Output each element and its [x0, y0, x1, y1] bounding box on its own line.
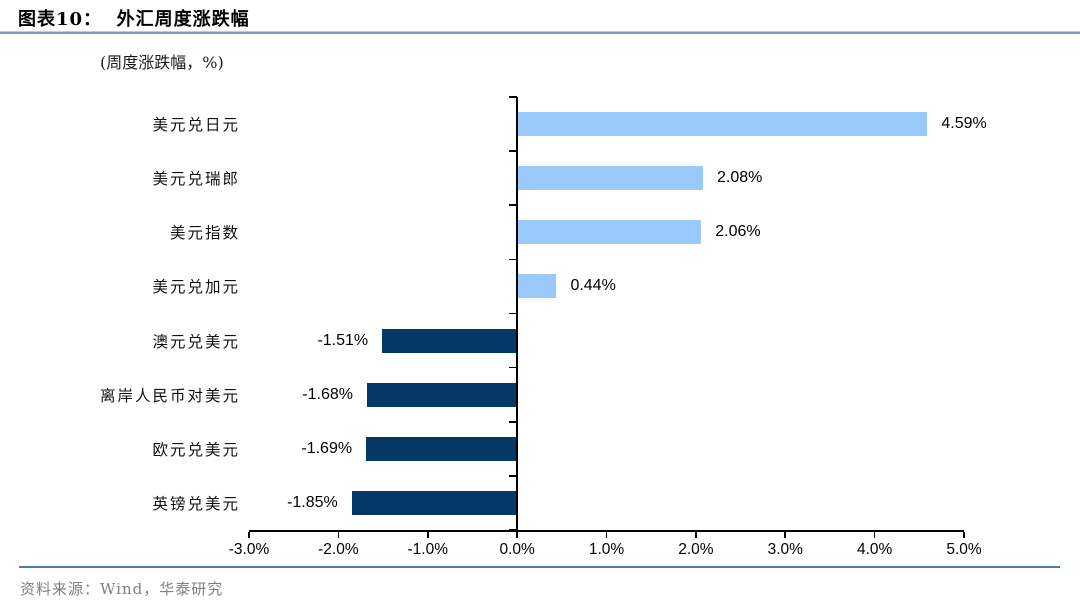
footer-divider — [19, 566, 1060, 568]
category-label: 美元兑加元 — [152, 278, 240, 297]
x-axis-tick — [873, 531, 876, 538]
x-axis-tick — [695, 531, 697, 538]
value-label: 2.06% — [715, 223, 761, 241]
x-axis-tick — [248, 531, 250, 538]
x-axis-tick-label: 5.0% — [946, 541, 982, 558]
value-label: -1.85% — [287, 493, 338, 511]
value-label: 2.08% — [717, 169, 763, 187]
x-axis-line — [249, 530, 964, 532]
y-axis-tick — [509, 312, 518, 315]
axis-unit-label: (周度涨跌幅，%) — [100, 53, 224, 72]
x-axis-tick-label: 1.0% — [588, 541, 625, 558]
category-label: 美元兑日元 — [152, 116, 240, 135]
figure-title: 图表10： 外汇周度涨跌幅 — [18, 9, 250, 30]
y-axis-tick — [509, 366, 518, 369]
x-axis-tick — [337, 531, 340, 538]
y-axis-tick — [509, 150, 518, 152]
x-axis-tick-label: 2.0% — [678, 541, 714, 558]
value-label: -1.51% — [317, 331, 369, 349]
bar — [517, 274, 557, 299]
category-label: 离岸人民币对美元 — [99, 386, 240, 405]
y-axis-tick — [509, 420, 518, 423]
x-axis-tick-label: -3.0% — [228, 541, 270, 558]
x-axis-tick — [963, 531, 965, 538]
y-axis-tick — [509, 529, 518, 531]
y-axis-tick — [509, 204, 518, 207]
category-label: 美元指数 — [169, 224, 240, 243]
x-axis-tick-label: -1.0% — [407, 541, 449, 558]
x-axis-tick-label: -2.0% — [318, 541, 359, 558]
category-label: 英镑兑美元 — [152, 494, 240, 513]
category-label: 澳元兑美元 — [152, 332, 240, 351]
category-label: 欧元兑美元 — [152, 440, 240, 459]
bar — [366, 382, 518, 407]
x-axis-tick-label: 0.0% — [499, 541, 535, 558]
y-axis-tick — [509, 96, 518, 98]
y-axis-tick — [509, 475, 518, 477]
value-label: -1.68% — [302, 385, 353, 403]
category-label: 美元兑瑞郎 — [152, 170, 240, 189]
bar — [517, 112, 928, 137]
value-label: -1.69% — [301, 439, 353, 457]
x-axis-tick — [516, 531, 518, 538]
bar — [366, 436, 518, 461]
x-axis-tick-label: 4.0% — [856, 541, 893, 558]
bar — [351, 490, 518, 515]
bar — [382, 328, 518, 353]
value-label: 0.44% — [570, 277, 616, 295]
bar — [517, 220, 702, 245]
x-axis-tick-label: 3.0% — [767, 541, 803, 558]
value-label: 4.59% — [941, 115, 987, 133]
title-divider — [0, 31, 1080, 34]
source-note: 资料来源：Wind，华泰研究 — [20, 580, 224, 598]
bar — [517, 166, 704, 191]
x-axis-tick — [605, 531, 608, 538]
x-axis-tick — [784, 531, 787, 538]
x-axis-tick — [426, 531, 429, 538]
y-axis-tick — [509, 258, 518, 261]
